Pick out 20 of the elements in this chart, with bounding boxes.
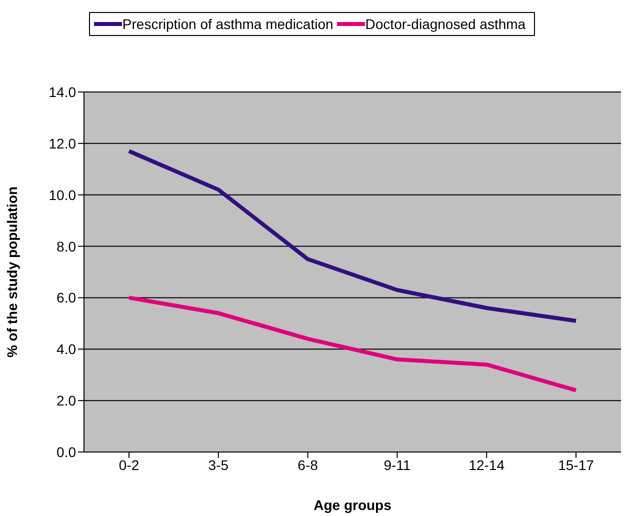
y-tick-label: 2.0	[56, 392, 76, 409]
line-series	[127, 149, 578, 323]
x-tick-label: 15-17	[558, 456, 594, 473]
y-tick-label: 0.0	[56, 444, 76, 460]
legend-label: Prescription of asthma medication	[122, 16, 334, 32]
y-tick-label: 6.0	[56, 290, 76, 306]
y-tick-label: 4.0	[56, 341, 76, 358]
x-axis-title: Age groups	[314, 497, 392, 513]
x-tick-label: 6-8	[298, 456, 318, 473]
y-tick-label: 10.0	[48, 186, 76, 203]
y-tick-label: 12.0	[48, 135, 76, 152]
y-tick-label: 8.0	[56, 238, 76, 254]
y-tick-label: 14.0	[48, 84, 76, 100]
x-tick-label: 3-5	[208, 456, 229, 473]
y-axis-title: % of the study population	[4, 186, 20, 358]
line-series	[127, 296, 578, 392]
legend-label: Doctor-diagnosed asthma	[365, 16, 526, 32]
x-tick-label: 9-11	[384, 456, 411, 473]
x-tick-label: 12-14	[468, 456, 505, 473]
x-tick-label: 0-2	[118, 456, 140, 473]
